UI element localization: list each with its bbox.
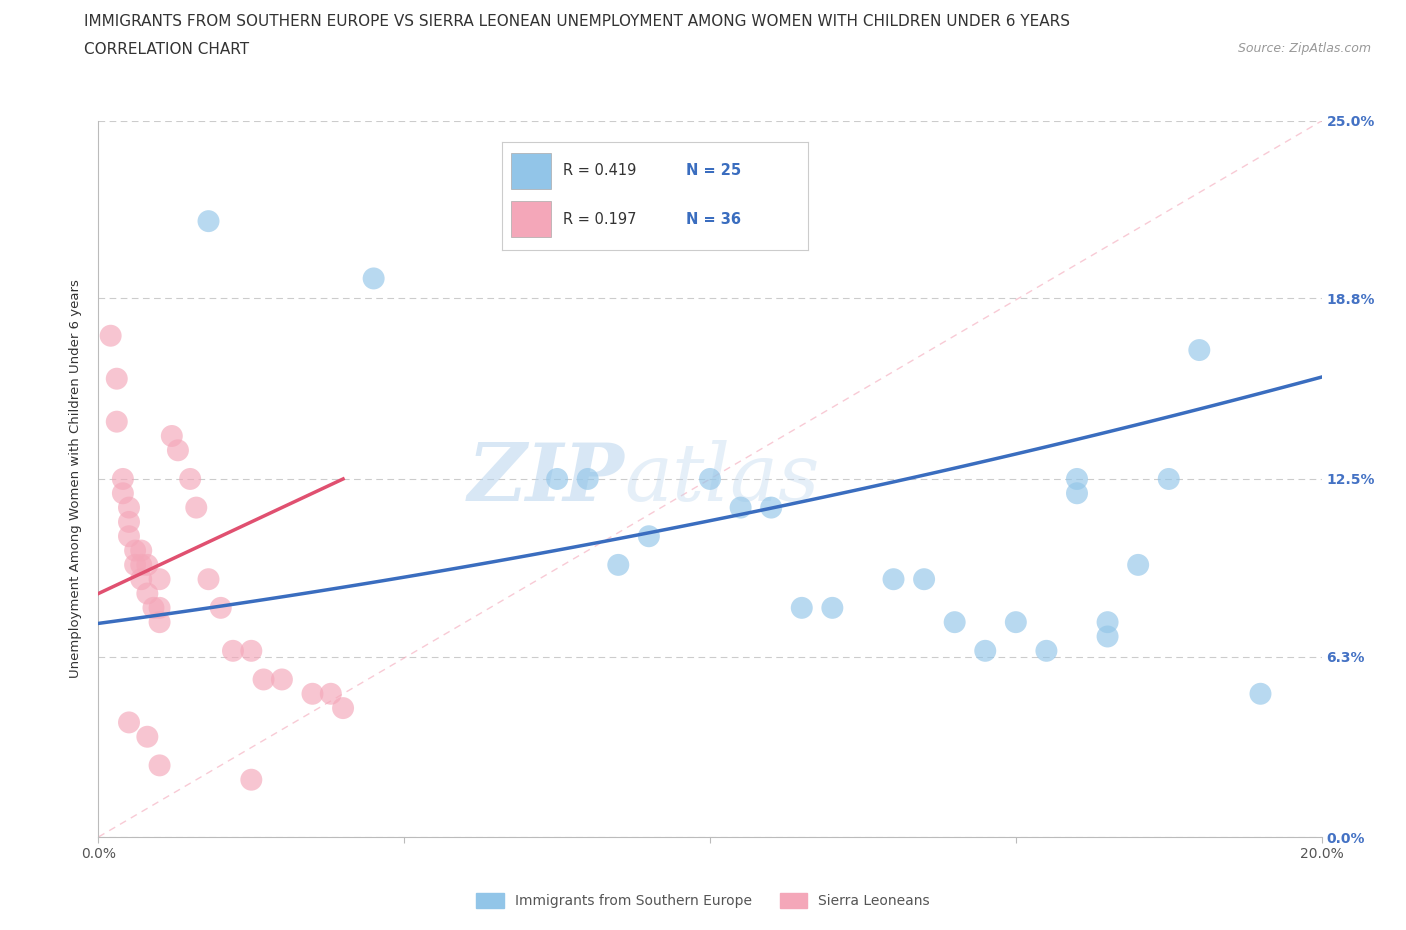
Point xyxy=(118,529,141,544)
Point xyxy=(197,572,219,587)
Point xyxy=(186,500,208,515)
Point xyxy=(149,758,172,773)
Point xyxy=(105,414,128,429)
Point xyxy=(270,672,292,687)
Point xyxy=(1128,557,1150,572)
Y-axis label: Unemployment Among Women with Children Under 6 years: Unemployment Among Women with Children U… xyxy=(69,280,83,678)
Point xyxy=(118,514,141,529)
Point xyxy=(118,715,141,730)
Point xyxy=(301,686,323,701)
Point xyxy=(124,543,146,558)
Point xyxy=(319,686,342,701)
Point xyxy=(912,572,935,587)
Point xyxy=(129,557,152,572)
Point xyxy=(124,557,146,572)
Point xyxy=(142,601,165,616)
Point xyxy=(209,601,232,616)
Text: CORRELATION CHART: CORRELATION CHART xyxy=(84,42,249,57)
Point xyxy=(136,586,159,601)
Text: Source: ZipAtlas.com: Source: ZipAtlas.com xyxy=(1237,42,1371,55)
Text: ZIP: ZIP xyxy=(468,440,624,518)
Point xyxy=(1035,644,1057,658)
Point xyxy=(1188,342,1211,357)
Point xyxy=(1066,485,1088,500)
Point xyxy=(197,214,219,229)
Point xyxy=(111,472,134,486)
Point xyxy=(1066,472,1088,486)
Point xyxy=(1249,686,1271,701)
Point xyxy=(974,644,997,658)
Text: IMMIGRANTS FROM SOUTHERN EUROPE VS SIERRA LEONEAN UNEMPLOYMENT AMONG WOMEN WITH : IMMIGRANTS FROM SOUTHERN EUROPE VS SIERR… xyxy=(84,14,1070,29)
Point xyxy=(129,543,152,558)
Point xyxy=(160,429,183,444)
Point xyxy=(111,485,134,500)
Point xyxy=(252,672,274,687)
Point xyxy=(136,729,159,744)
Point xyxy=(883,572,905,587)
Point xyxy=(576,472,599,486)
Point xyxy=(149,572,172,587)
Point xyxy=(1157,472,1180,486)
Point xyxy=(240,644,263,658)
Point xyxy=(179,472,201,486)
Point xyxy=(105,371,128,386)
Point xyxy=(759,500,782,515)
Point xyxy=(136,557,159,572)
Legend: Immigrants from Southern Europe, Sierra Leoneans: Immigrants from Southern Europe, Sierra … xyxy=(471,888,935,914)
Point xyxy=(240,772,263,787)
Text: atlas: atlas xyxy=(624,440,820,518)
Point xyxy=(730,500,752,515)
Point xyxy=(118,500,141,515)
Point xyxy=(222,644,245,658)
Point xyxy=(1097,629,1119,644)
Point xyxy=(363,271,385,286)
Point xyxy=(100,328,122,343)
Point xyxy=(1004,615,1026,630)
Point xyxy=(637,529,661,544)
Point xyxy=(699,472,721,486)
Point xyxy=(821,601,844,616)
Point xyxy=(943,615,966,630)
Point xyxy=(167,443,190,458)
Point xyxy=(149,601,172,616)
Point xyxy=(332,700,354,715)
Point xyxy=(546,472,568,486)
Point xyxy=(149,615,172,630)
Point xyxy=(790,601,813,616)
Point xyxy=(1097,615,1119,630)
Point xyxy=(129,572,152,587)
Point xyxy=(607,557,630,572)
